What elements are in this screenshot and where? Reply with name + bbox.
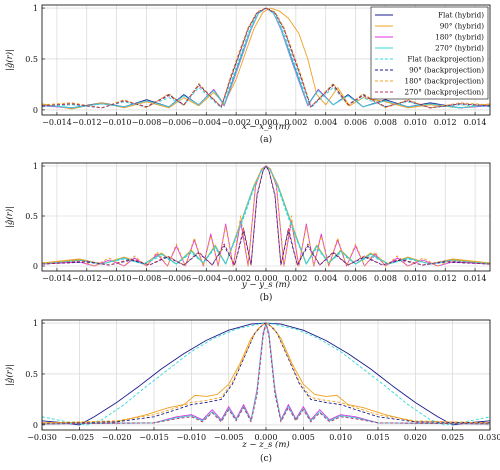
x-tick-label: 0.020 [404,433,427,442]
x-tick-label: 0.014 [464,118,487,127]
y-tick-label: 0.5 [25,55,38,64]
series-line-flat-backprojection- [42,322,490,426]
x-tick-label: 0.006 [344,118,367,127]
legend: Flat (hybrid) 90° (hybrid) 180° (hybrid) 27… [370,6,489,100]
series-line-270-backprojection- [42,7,490,109]
x-tick-label: 0.008 [374,118,397,127]
x-tick-label: 0.002 [284,118,307,127]
x-axis-label: z − z_s (m) [241,439,290,450]
y-tick-label: 1 [33,319,38,328]
series-line-270-backprojection- [42,165,490,266]
x-axis-label: y − y_s (m) [241,279,290,290]
x-tick-label: 0.010 [404,118,427,127]
x-tick-label: 0.004 [314,118,337,127]
legend-label: 180° (hybrid) [435,33,484,42]
legend-label: Flat (backprojection) [407,55,484,64]
x-tick-label: −0.005 [214,433,244,442]
chart-panel-1: −0.014 −0.012 −0.010 −0.008 −0.006 −0.004 −0.0… [4,4,491,145]
legend-label: 270° (hybrid) [435,44,484,53]
y-tick-label: 0 [33,106,38,115]
x-tick-label: 0.000 [255,118,278,127]
legend-label: 90° (hybrid) [440,22,484,31]
legend-label: 90° (backprojection) [409,66,484,75]
y-tick-label: 0.5 [25,212,38,221]
x-tick-label: 0.014 [464,274,487,283]
x-tick-label: −0.015 [139,433,169,442]
x-tick-label: −0.004 [191,274,221,283]
x-tick-label: 0.010 [329,433,352,442]
y-axis-label: |ĝ(r)| [4,49,15,71]
x-tick-label: 0.000 [255,433,278,442]
x-tick-label: −0.002 [221,118,251,127]
chart-panel-2: −0.014 −0.012 −0.010 −0.008 −0.006 −0.004 −0.0… [4,162,491,303]
series-group [42,7,490,110]
panel-caption: (b) [260,292,273,303]
panel-caption: (c) [260,453,272,464]
y-tick-label: 1 [33,162,38,171]
x-tick-label: 0.025 [441,433,464,442]
x-tick-label: −0.010 [102,118,132,127]
legend-label: 270° (backprojection) [405,88,485,97]
y-tick-label: 0 [33,262,38,271]
x-tick-label: −0.008 [132,274,162,283]
chart-panel-3: −0.030 −0.025 −0.020 −0.015 −0.010 −0.005 0.00… [4,319,500,464]
y-tick-label: 1 [33,4,38,13]
x-tick-label: −0.010 [177,433,207,442]
series-line-flat-backprojection- [42,165,490,265]
x-tick-label: −0.014 [42,118,72,127]
plot-frame [41,4,491,116]
x-tick-label: 0.005 [292,433,315,442]
x-tick-label: 0.000 [255,274,278,283]
x-tick-label: 0.008 [374,274,397,283]
x-tick-label: −0.006 [162,118,192,127]
series-group [42,322,490,426]
x-tick-label: −0.004 [191,118,221,127]
x-tick-label: 0.010 [404,274,427,283]
x-tick-label: −0.012 [72,118,102,127]
series-line-270-backprojection- [42,322,490,425]
x-tick-label: 0.012 [434,118,457,127]
x-tick-label: −0.014 [42,274,72,283]
y-axis-label: |ĝ(r)| [4,364,15,386]
y-tick-label: 0.5 [25,370,38,379]
panel-caption: (a) [260,134,272,145]
legend-box [370,6,489,100]
y-tick-label: 0 [33,421,38,430]
x-tick-label: −0.020 [102,433,132,442]
x-tick-label: −0.002 [221,274,251,283]
legend-label: Flat (hybrid) [438,11,484,20]
x-tick-label: −0.008 [132,118,162,127]
x-tick-label: 0.002 [284,274,307,283]
x-tick-label: 0.006 [344,274,367,283]
x-tick-label: −0.025 [65,433,95,442]
x-tick-label: −0.010 [102,274,132,283]
x-tick-label: −0.006 [162,274,192,283]
plot-frame [41,319,491,431]
series-group [42,165,490,267]
x-tick-label: −0.030 [27,433,57,442]
legend-label: 180° (backprojection) [405,77,485,86]
x-tick-label: 0.004 [314,274,337,283]
y-axis-label: |ĝ(r)| [4,206,15,228]
x-tick-label: 0.015 [367,433,390,442]
x-axis-label: x − x_s (m) [242,121,290,132]
x-tick-label: 0.012 [434,274,457,283]
x-tick-label: −0.012 [72,274,102,283]
plot-frame [41,162,491,272]
x-tick-label: 0.030 [479,433,500,442]
